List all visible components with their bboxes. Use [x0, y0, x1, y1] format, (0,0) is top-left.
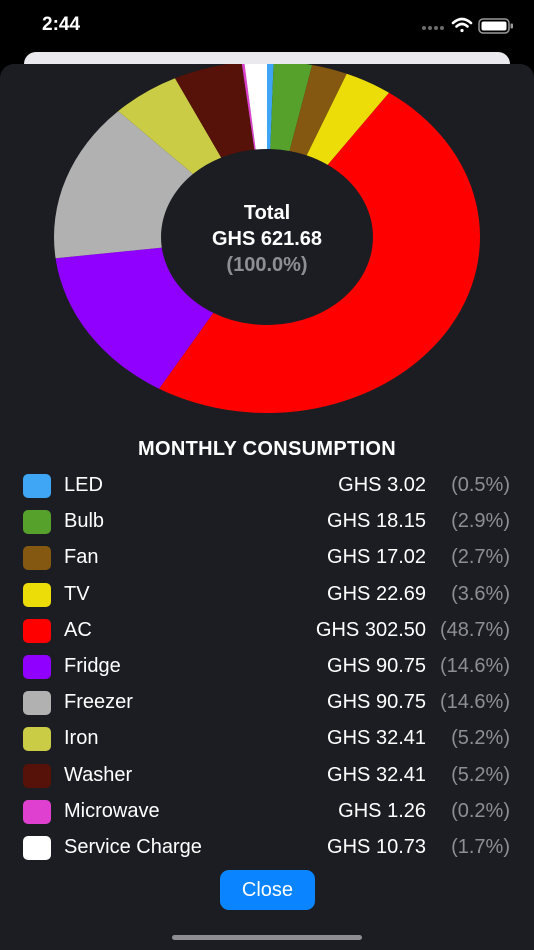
- legend-item: Washer GHS 32.41 (5.2%): [0, 759, 534, 795]
- legend-item-name: Service Charge: [64, 835, 202, 858]
- legend-item-percentage: (0.5%): [451, 474, 510, 496]
- legend-item: Microwave GHS 1.26 (0.2%): [0, 795, 534, 831]
- legend-item-name: Fan: [64, 546, 99, 569]
- legend-swatch: [23, 799, 51, 824]
- legend-item-percentage: (14.6%): [439, 654, 510, 677]
- legend-swatch: [23, 546, 51, 571]
- donut-chart: Total GHS 621.68 (100.0%): [0, 64, 534, 424]
- legend-item-amount: GHS 32.41: [327, 763, 426, 786]
- legend-swatch: [23, 727, 51, 752]
- donut-slice-washer: [175, 64, 255, 158]
- legend-title: MONTHLY CONSUMPTION: [138, 438, 396, 460]
- legend-item-percentage: (2.9%): [451, 510, 510, 533]
- donut-slice-fridge: [55, 247, 214, 389]
- legend-swatch: [23, 835, 51, 860]
- status-bar: 2:44: [0, 0, 534, 52]
- donut-slice-fan: [289, 65, 347, 156]
- legend-item-name: TV: [64, 582, 90, 605]
- wifi-icon: [451, 17, 473, 33]
- donut-slice-service-charge: [244, 64, 267, 150]
- legend-item-name: AC: [64, 618, 92, 641]
- center-title: Total: [243, 202, 291, 224]
- legend-item-amount: GHS 32.41: [327, 727, 426, 750]
- legend-item-amount: GHS 22.69: [327, 582, 426, 605]
- legend-item-percentage: (1.7%): [451, 835, 510, 858]
- legend-swatch: [23, 510, 51, 535]
- legend-item-percentage: (5.2%): [451, 727, 510, 750]
- legend-swatch: [23, 691, 51, 716]
- legend-swatch: [23, 654, 51, 679]
- legend-item-percentage: (3.6%): [451, 582, 510, 605]
- legend-item: Bulb GHS 18.15 (2.9%): [0, 505, 534, 541]
- legend-item-amount: GHS 10.73: [327, 835, 426, 858]
- battery-icon: [478, 18, 513, 34]
- legend-item-name: LED: [64, 474, 103, 496]
- legend-item-percentage: (5.2%): [451, 763, 510, 786]
- legend-swatch: [23, 474, 51, 498]
- close-button[interactable]: Close: [220, 870, 315, 910]
- home-indicator: [172, 935, 362, 940]
- legend-item-name: Fridge: [64, 654, 121, 677]
- legend-item-amount: GHS 302.50: [315, 618, 426, 641]
- legend-item-name: Iron: [64, 727, 99, 750]
- center-value: GHS 621.68: [211, 228, 323, 250]
- legend-swatch: [23, 618, 51, 643]
- legend-item-name: Microwave: [64, 799, 160, 822]
- legend-item-name: Washer: [64, 763, 133, 786]
- legend-item-name: Freezer: [64, 691, 133, 714]
- donut-slice-ac: [159, 92, 481, 414]
- legend-item: Service Charge GHS 10.73 (1.7%): [0, 831, 534, 867]
- donut-slice-tv: [306, 73, 390, 165]
- legend-item-amount: GHS 18.15: [327, 510, 426, 533]
- donut-slice-bulb: [270, 64, 313, 152]
- legend-item-percentage: (14.6%): [439, 691, 510, 714]
- center-percentage: (100.0%): [226, 254, 308, 276]
- donut-svg: [54, 64, 481, 414]
- legend-item: AC GHS 302.50 (48.7%): [0, 614, 534, 650]
- legend-item-amount: GHS 17.02: [327, 546, 426, 569]
- status-time: 2:44: [42, 14, 81, 35]
- legend-item: Iron GHS 32.41 (5.2%): [0, 722, 534, 758]
- legend-item-percentage: (48.7%): [439, 618, 510, 641]
- legend-list: LED GHS 3.02 (0.5%) Bulb GHS 18.15 (2.9%) Fan G…: [0, 469, 534, 867]
- legend-swatch: [23, 763, 51, 788]
- consumption-sheet: Total GHS 621.68 (100.0%) MONTHLY CONSUM…: [0, 64, 534, 950]
- status-icons: [422, 17, 513, 34]
- legend-item: Freezer GHS 90.75 (14.6%): [0, 686, 534, 722]
- legend-item: Fridge GHS 90.75 (14.6%): [0, 650, 534, 686]
- legend-item-amount: GHS 3.02: [338, 474, 426, 496]
- donut-slice-freezer: [54, 111, 193, 259]
- donut-slice-microwave: [241, 64, 256, 150]
- legend-item-percentage: (2.7%): [451, 546, 510, 569]
- legend-item-amount: GHS 1.26: [338, 799, 426, 822]
- legend-item-name: Bulb: [64, 510, 105, 533]
- signal-icon: [422, 26, 444, 30]
- chart-center-label: Total GHS 621.68 (100.0%): [167, 200, 367, 278]
- donut-slice-led: [267, 64, 274, 150]
- legend-item-amount: GHS 90.75: [327, 691, 426, 714]
- donut-slice-iron: [118, 78, 222, 175]
- legend-item-percentage: (0.2%): [451, 799, 510, 822]
- legend-swatch: [23, 582, 51, 607]
- legend-item: Fan GHS 17.02 (2.7%): [0, 541, 534, 577]
- legend-item: TV GHS 22.69 (3.6%): [0, 578, 534, 614]
- legend-item-amount: GHS 90.75: [327, 654, 426, 677]
- legend-item: LED GHS 3.02 (0.5%): [0, 469, 534, 505]
